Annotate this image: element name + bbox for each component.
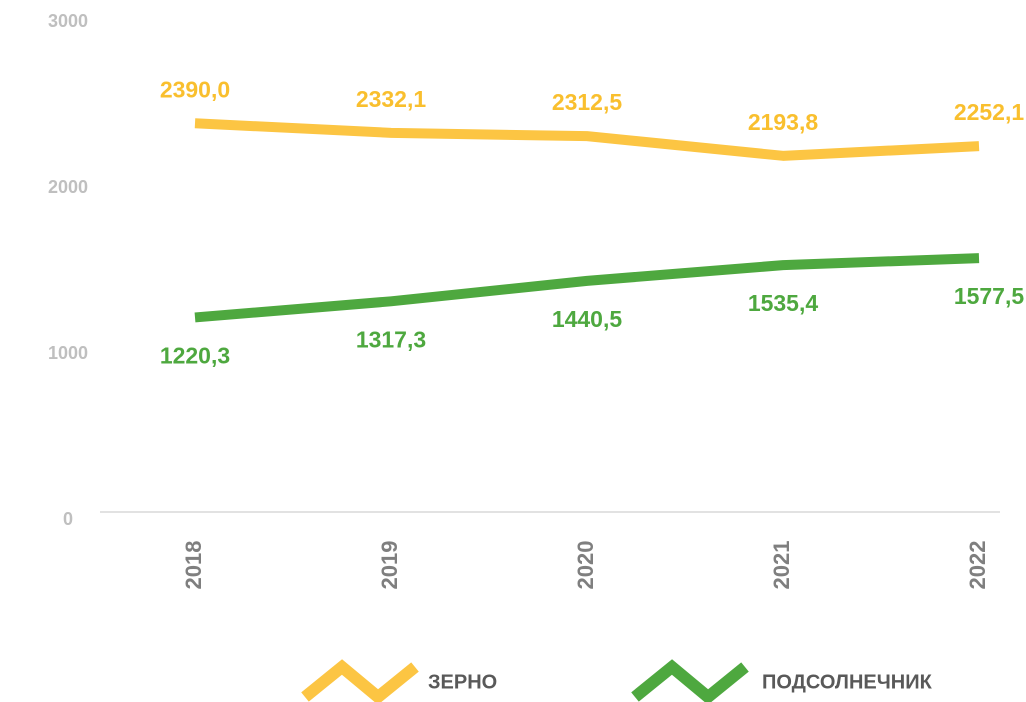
y-tick-label: 3000 [48, 11, 88, 31]
data-label: 1317,3 [356, 326, 426, 352]
y-tick-label: 0 [63, 509, 73, 529]
legend-label: ПОДСОЛНЕЧНИК [762, 671, 933, 693]
line [194, 253, 980, 323]
data-label: 1440,5 [552, 306, 623, 332]
y-tick-label: 2000 [48, 177, 88, 197]
data-label: 1577,5 [954, 283, 1025, 309]
x-tick-label: 2019 [377, 541, 402, 590]
legend-icon [631, 659, 749, 702]
x-tick-label: 2020 [573, 541, 598, 590]
legend-label: ЗЕРНО [428, 671, 497, 693]
data-label: 2390,0 [160, 76, 230, 102]
x-tick-label: 2022 [965, 541, 990, 590]
data-label: 2252,1 [954, 99, 1025, 125]
y-tick-label: 1000 [48, 343, 88, 363]
legend-icon [301, 659, 419, 702]
data-label: 1535,4 [748, 290, 819, 316]
data-label: 2193,8 [748, 109, 819, 135]
x-tick-label: 2021 [769, 541, 794, 590]
data-label: 1220,3 [160, 343, 230, 369]
data-label: 2312,5 [552, 89, 623, 115]
data-label: 2332,1 [356, 86, 427, 112]
x-tick-label: 2018 [181, 541, 206, 590]
line [194, 118, 980, 161]
